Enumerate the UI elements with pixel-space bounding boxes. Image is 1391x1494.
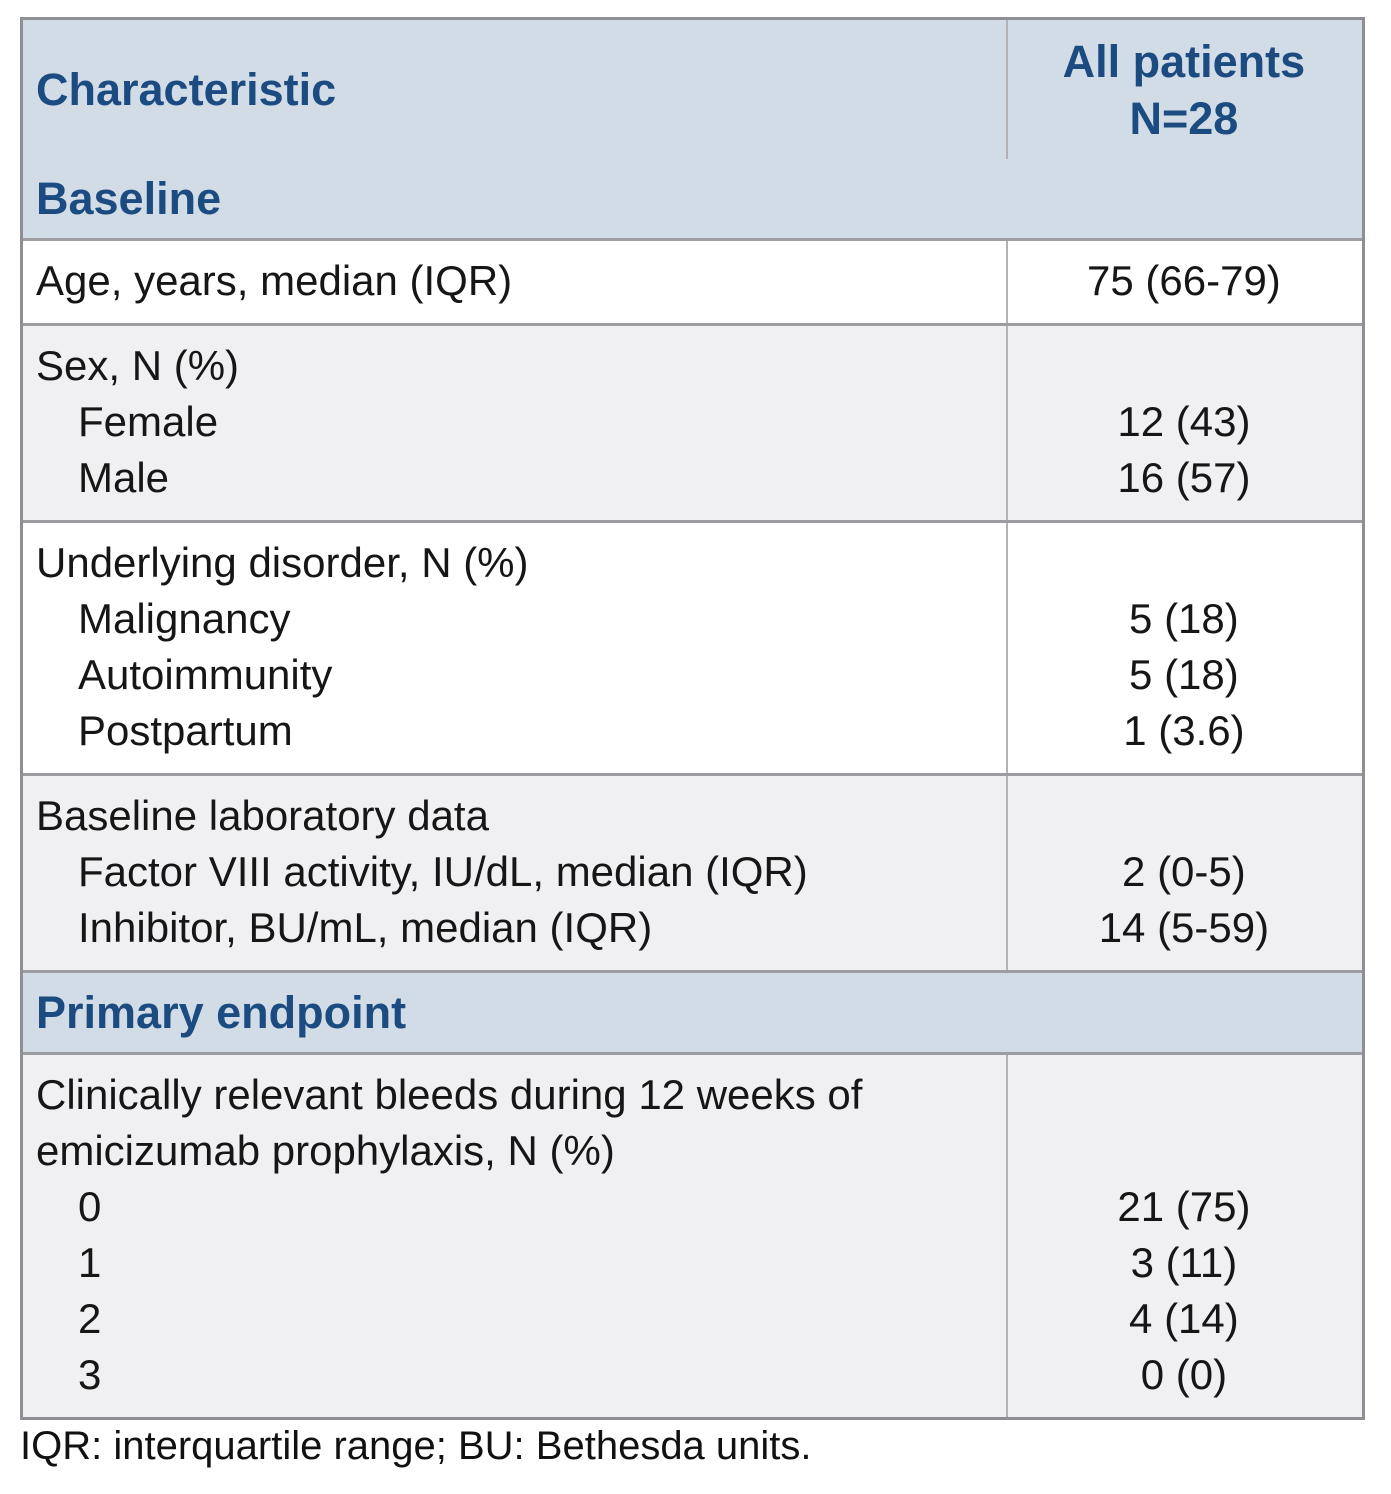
row-label: Sex, N (%)	[36, 342, 240, 389]
header-characteristic: Characteristic	[36, 63, 337, 115]
header-all-patients: All patients N=28	[1006, 20, 1362, 159]
table-entry: Factor VIII activity, IU/dL, median (IQR…	[23, 844, 1362, 900]
characteristics-table: Characteristic All patients N=28 Baselin…	[20, 17, 1365, 1420]
row-label: Age, years, median (IQR)	[36, 257, 513, 304]
column-divider	[1005, 241, 1008, 323]
row-label: 1	[78, 1239, 102, 1286]
row-label: 0	[78, 1183, 102, 1230]
column-divider	[1005, 20, 1008, 159]
row-value: 5 (18)	[1129, 595, 1239, 642]
header-all-patients-line2: N=28	[1129, 92, 1239, 144]
row-label: 2	[78, 1295, 102, 1342]
row-value: 14 (5-59)	[1098, 904, 1270, 951]
table-entry: Underlying disorder, N (%)	[23, 535, 1362, 591]
row-value: 75 (66-79)	[1087, 257, 1281, 304]
row-label: Baseline laboratory data	[36, 792, 489, 839]
column-divider	[1005, 523, 1008, 773]
table-row: Sex, N (%) Female 12 (43) Male 16 (57)	[23, 323, 1362, 520]
row-value	[1006, 788, 1362, 844]
header-all-patients-line1: All patients	[1062, 35, 1306, 87]
row-value: 21 (75)	[1117, 1183, 1251, 1230]
row-value: 1 (3.6)	[1123, 707, 1245, 754]
column-divider	[1005, 326, 1008, 520]
column-divider	[1005, 776, 1008, 970]
table-entry: 3 0 (0)	[23, 1347, 1362, 1403]
table-header-row: Characteristic All patients N=28	[23, 20, 1362, 159]
row-label: Factor VIII activity, IU/dL, median (IQR…	[78, 848, 808, 895]
table-entry: Inhibitor, BU/mL, median (IQR) 14 (5-59)	[23, 900, 1362, 956]
section-header-row: Primary endpoint	[23, 970, 1362, 1052]
table-row: Baseline laboratory data Factor VIII acti…	[23, 773, 1362, 970]
row-value: 12 (43)	[1117, 398, 1251, 445]
row-label: Clinically relevant bleeds during 12 wee…	[36, 1071, 863, 1174]
row-value	[1006, 1067, 1362, 1179]
table-entry: Male 16 (57)	[23, 450, 1362, 506]
row-label: Male	[78, 454, 170, 501]
section-label: Primary endpoint	[36, 987, 407, 1038]
column-divider	[1005, 1055, 1008, 1417]
table-entry: Postpartum 1 (3.6)	[23, 703, 1362, 759]
table-rows: Baseline Age, years, median (IQR) 75 (66-7…	[23, 159, 1362, 1417]
table-entry: 1 3 (11)	[23, 1235, 1362, 1291]
table-entry: 2 4 (14)	[23, 1291, 1362, 1347]
row-label: 3	[78, 1351, 102, 1398]
row-value: 16 (57)	[1117, 454, 1251, 501]
table-entry: Sex, N (%)	[23, 338, 1362, 394]
row-value	[1006, 338, 1362, 394]
row-label: Female	[78, 398, 219, 445]
table-entry: Female 12 (43)	[23, 394, 1362, 450]
section-header-row: Baseline	[23, 159, 1362, 238]
table-entry: Malignancy 5 (18)	[23, 591, 1362, 647]
table-entry: Clinically relevant bleeds during 12 wee…	[23, 1067, 1362, 1179]
row-value: 0 (0)	[1140, 1351, 1228, 1398]
row-value: 3 (11)	[1130, 1239, 1238, 1286]
row-label: Autoimmunity	[78, 651, 333, 698]
table-entry: Baseline laboratory data	[23, 788, 1362, 844]
row-label: Inhibitor, BU/mL, median (IQR)	[78, 904, 653, 951]
row-label: Postpartum	[78, 707, 293, 754]
row-value: 5 (18)	[1129, 651, 1239, 698]
table-entry: Autoimmunity 5 (18)	[23, 647, 1362, 703]
table-entry: 0 21 (75)	[23, 1179, 1362, 1235]
section-label: Baseline	[36, 173, 222, 224]
table-footnote: IQR: interquartile range; BU: Bethesda u…	[20, 1424, 812, 1468]
row-value	[1006, 535, 1362, 591]
table-entry: Age, years, median (IQR) 75 (66-79)	[23, 253, 1362, 309]
table-row: Age, years, median (IQR) 75 (66-79)	[23, 238, 1362, 323]
row-value: 4 (14)	[1129, 1295, 1239, 1342]
table-row: Clinically relevant bleeds during 12 wee…	[23, 1052, 1362, 1417]
row-label: Malignancy	[78, 595, 291, 642]
table-row: Underlying disorder, N (%) Malignancy 5 (1…	[23, 520, 1362, 773]
row-value: 2 (0-5)	[1122, 848, 1246, 895]
row-label: Underlying disorder, N (%)	[36, 539, 529, 586]
